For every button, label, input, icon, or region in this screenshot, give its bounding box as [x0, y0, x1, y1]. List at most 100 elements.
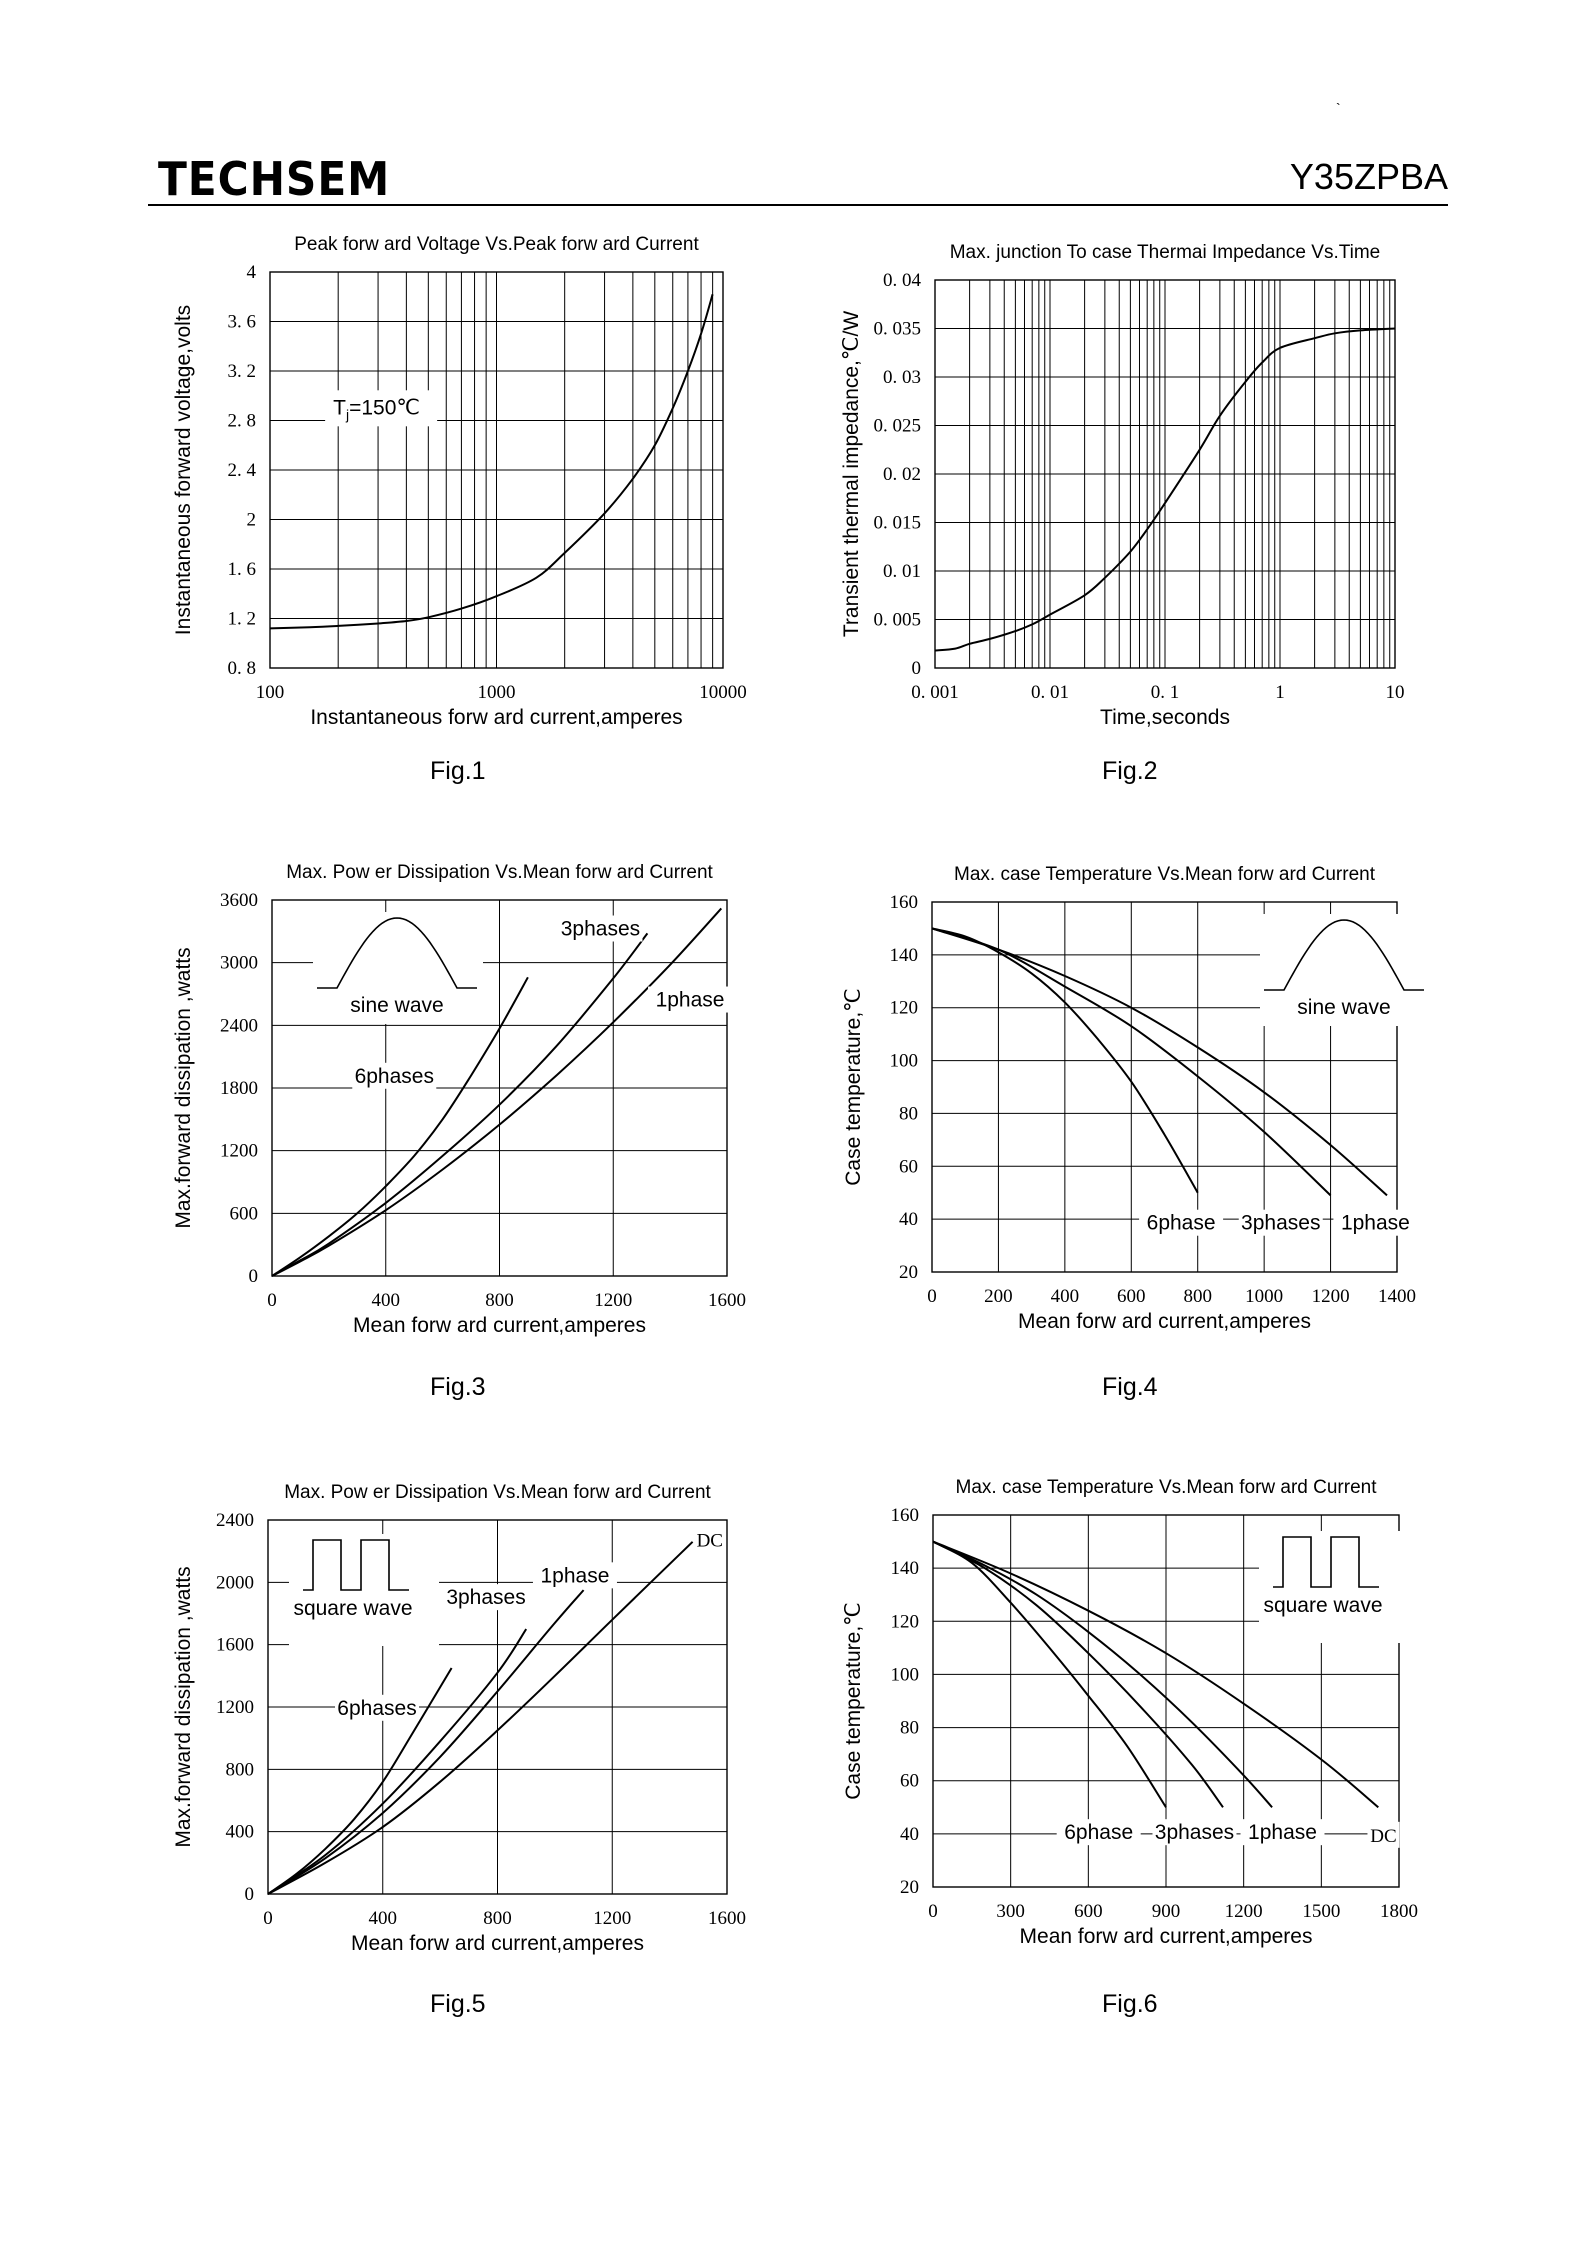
y-tick-label: 1. 6 [228, 559, 257, 580]
fig4-ylabel: Case temperature,℃ [842, 988, 865, 1186]
fig5-series-label: DC [697, 1530, 723, 1551]
fig6-series-label: 3phases [1155, 1821, 1234, 1844]
x-tick-label: 800 [485, 1290, 514, 1311]
sine-wave-icon [1264, 919, 1424, 991]
fig5-series-label: 1phase [541, 1564, 610, 1587]
y-tick-label: 800 [226, 1759, 255, 1780]
fig3-ylabel: Max.forward dissipation ,watts [172, 947, 195, 1228]
y-tick-label: 0. 025 [874, 416, 922, 437]
fig4-inset: sine wave [1260, 914, 1430, 1026]
series-label-bg [532, 1562, 617, 1589]
x-tick-label: 900 [1152, 1901, 1181, 1922]
y-tick-label: 0. 01 [883, 561, 921, 582]
x-tick-label: 10000 [699, 682, 747, 703]
x-tick-label: 1000 [478, 682, 516, 703]
x-tick-label: 300 [996, 1901, 1024, 1922]
x-tick-label: 10 [1386, 682, 1405, 703]
fig2-title: Max. junction To case Thermai Impedance … [950, 242, 1381, 263]
fig5-series-3phases [267, 1628, 528, 1895]
x-tick-label: 1200 [1225, 1901, 1263, 1922]
y-tick-label: 0. 03 [883, 367, 921, 388]
y-tick-label: 3. 2 [228, 361, 257, 382]
series-label-bg [693, 1526, 726, 1553]
x-tick-label: 1600 [708, 1908, 746, 1929]
fig-label-6: Fig.6 [1102, 1990, 1158, 2018]
y-tick-label: 0 [245, 1884, 255, 1905]
x-tick-label: 800 [1183, 1286, 1212, 1307]
y-tick-label: 160 [890, 892, 919, 913]
y-tick-label: 60 [900, 1771, 919, 1792]
y-tick-label: 40 [899, 1209, 918, 1230]
inset-background [313, 912, 483, 1024]
x-tick-label: 800 [483, 1908, 512, 1929]
chart-fig2: Max. junction To case Thermai Impedance … [830, 220, 1430, 750]
fig2-xlabel: Time,seconds [1100, 706, 1230, 729]
fig4-series-label: 6phase [1147, 1212, 1216, 1235]
y-tick-label: 0 [249, 1266, 259, 1287]
fig3-title: Max. Pow er Dissipation Vs.Mean forw ard… [286, 862, 713, 883]
fig4-svg: Max. case Temperature Vs.Mean forw ard C… [842, 864, 1430, 1333]
inset-label-3: sine wave [1297, 996, 1390, 1019]
fig3-svg: Max. Pow er Dissipation Vs.Mean forw ard… [172, 862, 746, 1337]
y-tick-label: 600 [230, 1203, 259, 1224]
chart-fig3: Max. Pow er Dissipation Vs.Mean forw ard… [160, 840, 760, 1370]
inset-background [289, 1534, 439, 1646]
x-tick-label: 1 [1275, 682, 1285, 703]
fig3-frame [271, 899, 728, 1277]
fig5-title: Max. Pow er Dissipation Vs.Mean forw ard… [284, 1482, 711, 1503]
y-tick-label: 0. 015 [874, 513, 922, 534]
series-label-bg [1056, 1819, 1141, 1846]
y-tick-label: 120 [891, 1611, 920, 1632]
series-label-bg [1238, 1209, 1323, 1236]
fig3-series-label: 6phases [355, 1065, 434, 1088]
y-tick-label: 400 [226, 1822, 255, 1843]
fig2-frame [934, 279, 1396, 669]
inset-label-4: square wave [293, 1597, 412, 1620]
fig1-ylabel: Instantaneous forward voltage,volts [172, 305, 195, 635]
series-label-bg [352, 1062, 437, 1089]
y-tick-label: 0. 02 [883, 464, 921, 485]
y-tick-label: 3. 6 [228, 312, 257, 333]
y-tick-label: 160 [891, 1505, 920, 1526]
fig3-series-6phases [271, 976, 529, 1277]
fig6-series-label: DC [1370, 1826, 1396, 1847]
y-tick-label: 0. 04 [883, 270, 922, 291]
x-tick-label: 600 [1074, 1901, 1103, 1922]
square-wave-icon [303, 1539, 409, 1591]
fig6-series-6phase [932, 1540, 1167, 1808]
fig5-series-DC [267, 1541, 694, 1895]
fig4-series-label: 1phase [1341, 1212, 1410, 1235]
y-tick-label: 120 [890, 998, 919, 1019]
fig2-svg: Max. junction To case Thermai Impedance … [840, 242, 1405, 729]
fig5-frame [267, 1519, 728, 1895]
y-tick-label: 140 [890, 945, 919, 966]
x-tick-label: 0 [267, 1290, 277, 1311]
inset-label-2: sine wave [350, 994, 443, 1017]
page-header: TECHSEM Y35ZPBA [148, 146, 1448, 206]
x-tick-label: 0 [928, 1901, 938, 1922]
fig6-frame [932, 1514, 1400, 1888]
fig3-series-label: 3phases [561, 918, 640, 941]
x-tick-label: 600 [1117, 1286, 1146, 1307]
fig6-series-1phase [932, 1540, 1273, 1808]
y-tick-label: 0. 005 [874, 610, 922, 631]
fig6-xlabel: Mean forw ard current,amperes [1020, 1925, 1313, 1948]
fig3-inset: sine wave [313, 912, 483, 1024]
x-tick-label: 0. 1 [1151, 682, 1180, 703]
fig-label-1: Fig.1 [430, 757, 486, 785]
fig5-series-6phases [267, 1667, 453, 1895]
fig6-svg: Max. case Temperature Vs.Mean forw ard C… [842, 1477, 1418, 1948]
chart-fig6: Max. case Temperature Vs.Mean forw ard C… [830, 1460, 1430, 1990]
fig3-series-1phase [271, 907, 723, 1277]
x-tick-label: 1000 [1245, 1286, 1283, 1307]
inset-background [1259, 1531, 1409, 1643]
x-tick-label: 1800 [1380, 1901, 1418, 1922]
fig4-series-1phase [931, 927, 1388, 1197]
fig3-series-label: 1phase [656, 989, 725, 1012]
fig1-xlabel: Instantaneous forw ard current,amperes [310, 706, 682, 729]
y-tick-label: 80 [899, 1103, 918, 1124]
fig5-inset: square wave [289, 1534, 439, 1646]
series-label-bg [1152, 1819, 1237, 1846]
fig5-svg: Max. Pow er Dissipation Vs.Mean forw ard… [172, 1482, 746, 1955]
fig4-frame [931, 901, 1398, 1273]
